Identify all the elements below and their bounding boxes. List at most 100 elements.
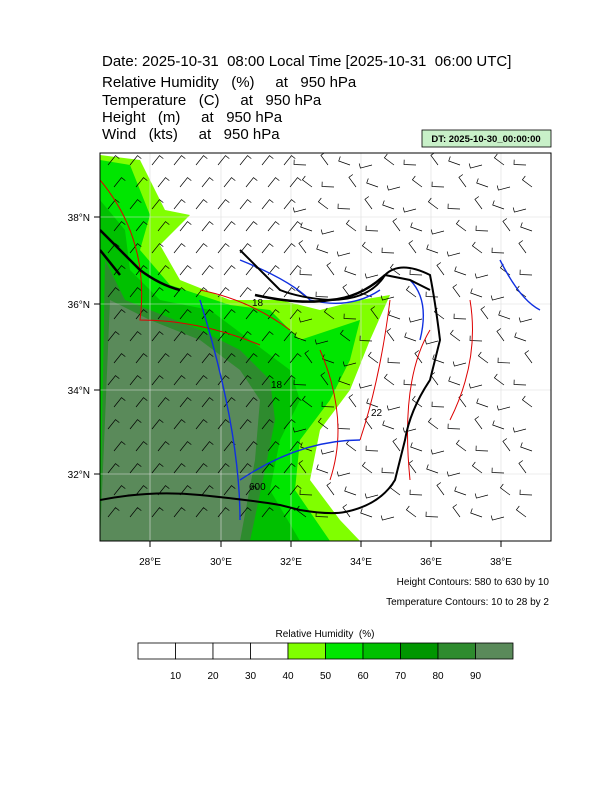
wind-barb — [520, 222, 533, 232]
wind-barb — [283, 463, 296, 474]
wind-barb — [129, 287, 142, 298]
wind-barb — [475, 445, 489, 452]
wind-barb — [289, 397, 302, 408]
wind-barb — [267, 265, 280, 276]
wind-barb — [431, 181, 445, 188]
wind-barb — [195, 243, 208, 254]
wind-barb — [113, 353, 126, 364]
wind-barb — [316, 244, 329, 254]
wind-barb — [344, 486, 357, 496]
wind-barb — [239, 419, 252, 430]
wind-barb — [326, 482, 335, 496]
wind-barb — [151, 287, 164, 298]
wind-barb — [135, 309, 148, 320]
wind-barb — [454, 486, 467, 496]
wind-barb — [524, 350, 533, 364]
wind-barb — [405, 285, 417, 298]
wind-barb — [326, 262, 335, 276]
wind-barb — [490, 295, 505, 301]
wind-barb — [518, 460, 527, 474]
wind-barb — [261, 287, 274, 298]
wind-barb — [389, 263, 401, 276]
wind-barb — [348, 394, 357, 408]
wind-barb — [135, 485, 148, 496]
wind-barb — [458, 394, 467, 408]
lat-label: 36°N — [68, 300, 90, 311]
wind-barb — [293, 159, 307, 166]
wind-barb — [388, 310, 401, 320]
contour-label: 18 — [271, 380, 283, 391]
wind-barb — [411, 175, 423, 188]
wind-barb — [113, 309, 126, 320]
wind-barb — [129, 331, 142, 342]
wind-barb — [292, 207, 307, 213]
wind-barb — [173, 375, 186, 386]
wind-barb — [267, 221, 280, 232]
wind-barb — [289, 177, 302, 188]
wind-barb — [431, 401, 445, 408]
wind-barb — [151, 375, 164, 386]
wind-barb — [245, 221, 258, 232]
wind-barb — [195, 331, 208, 342]
wind-barb — [339, 329, 351, 342]
wind-barb — [135, 353, 148, 364]
wind-barb — [380, 515, 395, 521]
wind-barb — [519, 269, 533, 276]
wind-barb — [201, 397, 214, 408]
wind-barb — [129, 155, 142, 166]
wind-barb — [358, 383, 373, 389]
wind-barb — [474, 196, 483, 210]
wind-barb — [261, 463, 274, 474]
colorbar-label: 70 — [395, 671, 407, 682]
wind-barb — [492, 420, 505, 430]
wind-barb — [321, 181, 335, 188]
wind-barb — [452, 504, 461, 518]
wind-barb — [283, 155, 296, 166]
wind-barb — [179, 309, 192, 320]
wind-barb — [519, 489, 533, 496]
wind-barb — [107, 155, 120, 166]
wind-barb — [491, 247, 505, 254]
wind-barb — [468, 163, 483, 169]
temperature-note: Temperature Contours: 10 to 28 by 2 — [386, 597, 549, 608]
wind-barb — [474, 416, 483, 430]
wind-barb — [474, 493, 489, 499]
wind-barb — [107, 419, 120, 430]
wind-barb — [295, 285, 307, 298]
wind-barb — [151, 507, 164, 518]
wind-barb — [424, 339, 439, 345]
colorbar-label: 50 — [320, 671, 332, 682]
wind-barb — [496, 405, 511, 411]
colorbar-label: 40 — [282, 671, 294, 682]
wind-barb — [300, 222, 313, 232]
wind-barb — [498, 310, 511, 320]
wind-barb — [301, 175, 313, 188]
wind-barb — [201, 221, 214, 232]
wind-barb — [135, 221, 148, 232]
wind-barb — [245, 397, 258, 408]
lon-label: 30°E — [210, 557, 232, 568]
colorbar-box — [400, 642, 439, 660]
wind-barb — [289, 353, 302, 364]
wind-barb — [289, 265, 302, 276]
wind-barb — [301, 395, 313, 408]
wind-barb — [408, 317, 423, 323]
lon-label: 38°E — [490, 557, 512, 568]
wind-barb — [425, 511, 439, 518]
wind-barb — [520, 442, 533, 452]
colorbar-box — [362, 642, 401, 660]
wind-barb — [201, 353, 214, 364]
wind-barb — [360, 508, 373, 518]
wind-barb — [453, 313, 467, 320]
wind-barb — [436, 482, 445, 496]
wind-barb — [458, 174, 467, 188]
colorbar-label: 30 — [245, 671, 257, 682]
wind-barb — [195, 375, 208, 386]
wind-barb — [179, 177, 192, 188]
wind-barb — [492, 200, 505, 210]
wind-barb — [410, 222, 423, 232]
wind-barb — [338, 156, 351, 166]
wind-barb — [157, 177, 170, 188]
wind-barb — [323, 307, 335, 320]
wind-barb — [366, 398, 379, 408]
